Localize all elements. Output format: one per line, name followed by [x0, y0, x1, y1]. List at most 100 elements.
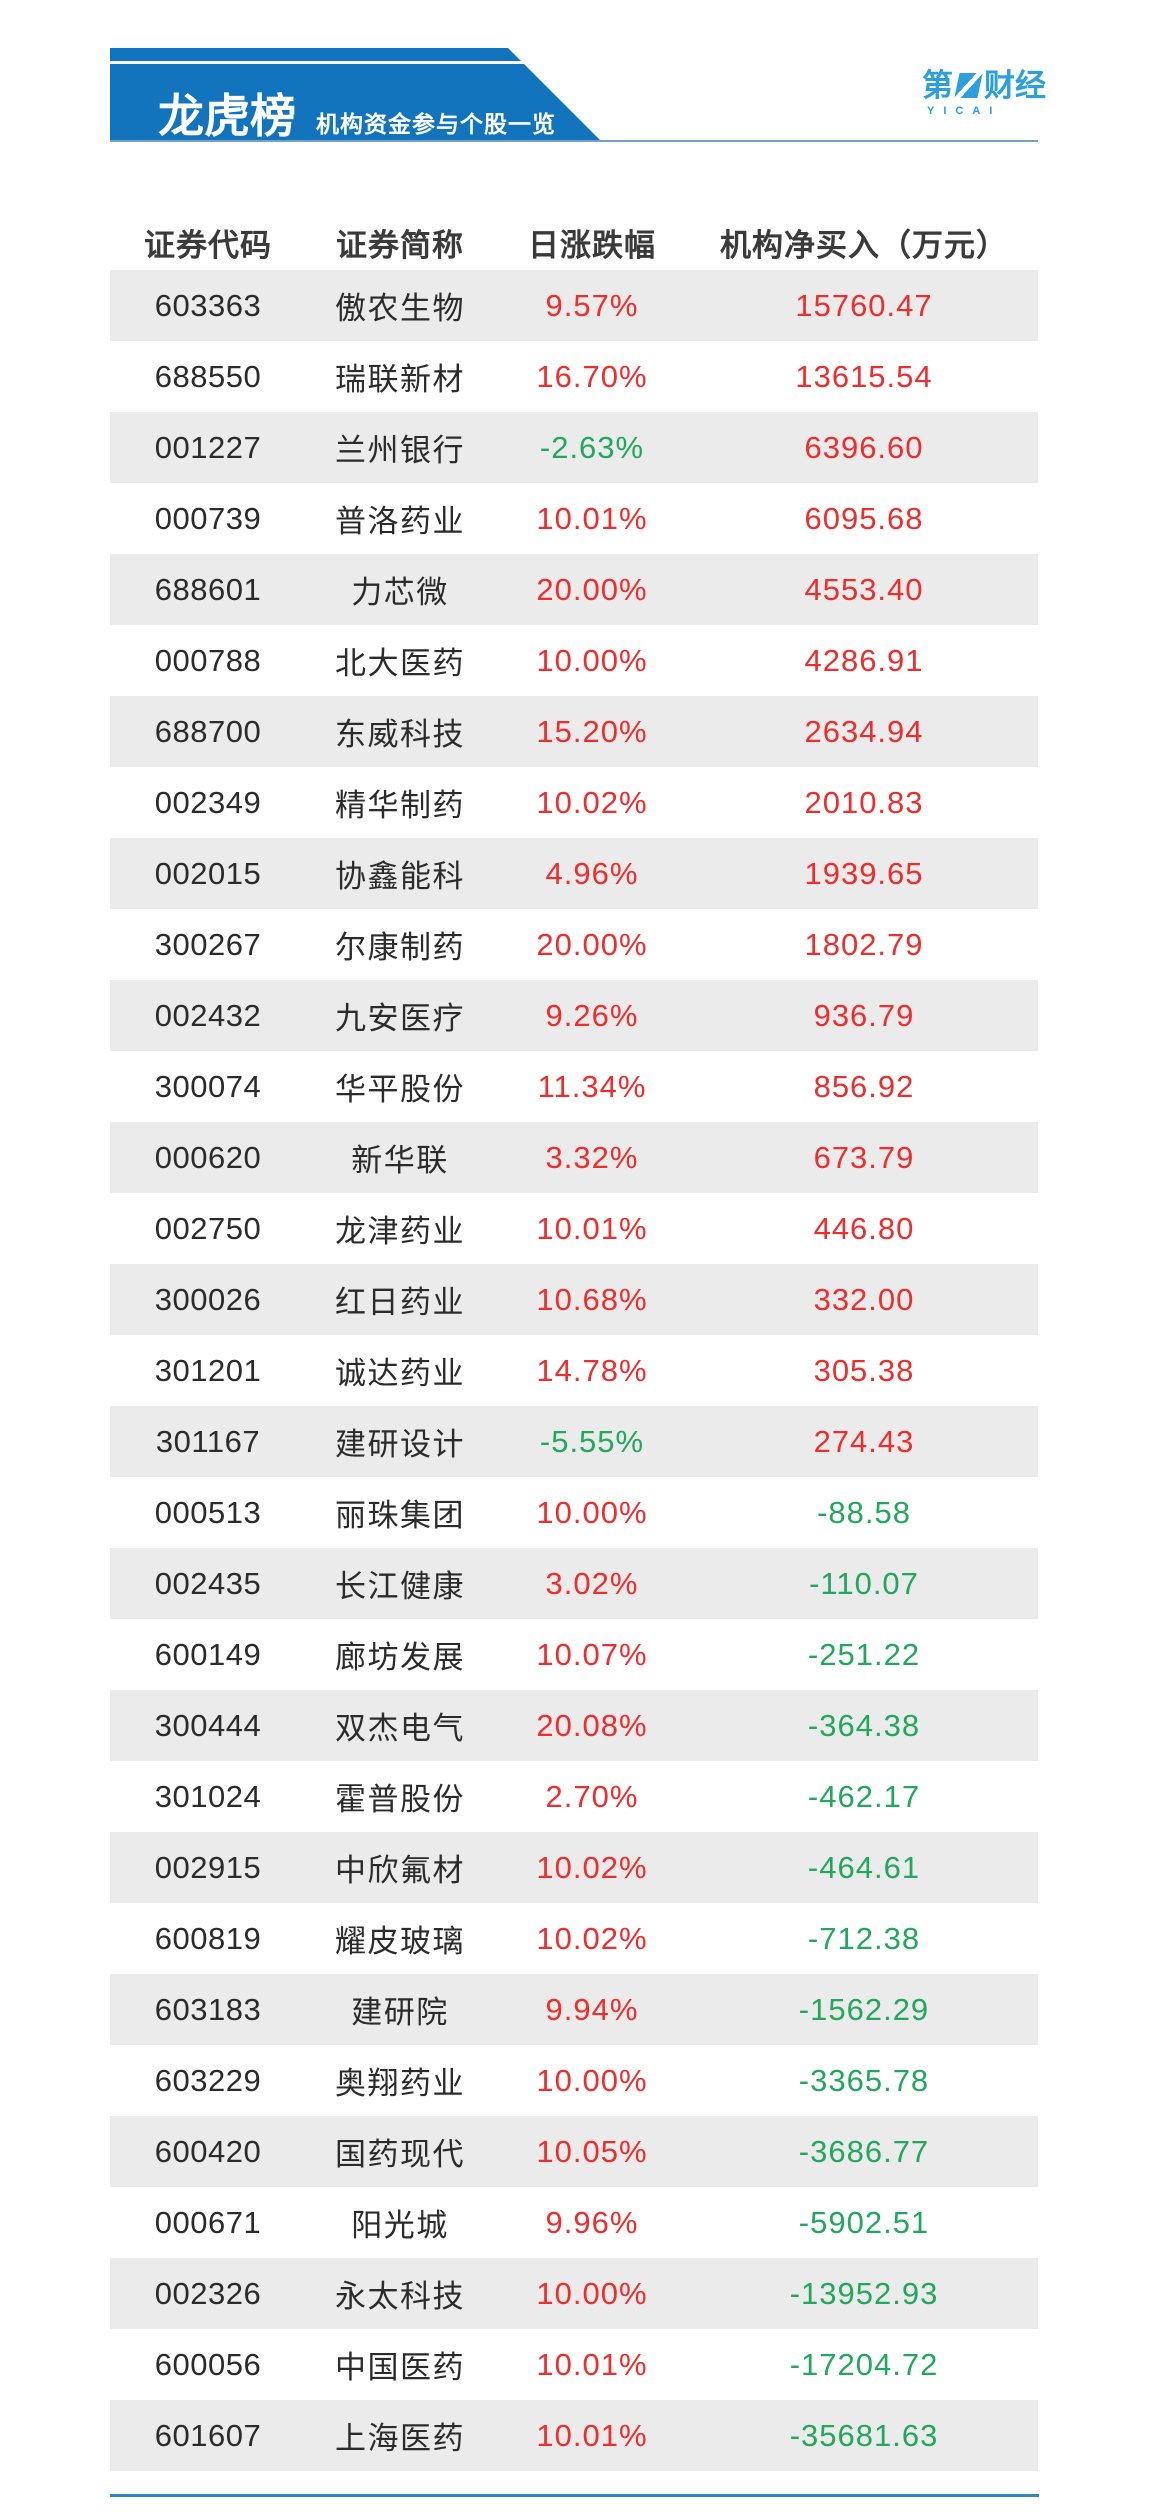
code-cell: 002326 — [154, 2275, 262, 2311]
table-row: 603183 建研院 9.94% -1562.29 — [110, 1974, 1038, 2045]
change-cell: 10.01% — [536, 500, 648, 536]
name-cell: 协鑫能科 — [335, 859, 465, 894]
code-cell: 600819 — [154, 1920, 262, 1956]
netbuy-cell: 332.00 — [813, 1281, 915, 1317]
code-cell: 301024 — [154, 1778, 262, 1814]
change-cell: -5.55% — [539, 1423, 645, 1459]
netbuy-cell: 673.79 — [813, 1139, 915, 1175]
netbuy-cell: 4553.40 — [804, 571, 924, 607]
netbuy-cell: 1802.79 — [804, 926, 924, 962]
code-cell: 000739 — [154, 500, 262, 536]
name-cell: 中国医药 — [335, 2350, 465, 2385]
column-header-name: 证券简称 — [336, 227, 464, 263]
netbuy-cell: 1939.65 — [804, 855, 924, 891]
change-cell: 3.02% — [545, 1565, 639, 1601]
code-cell: 688700 — [154, 713, 262, 749]
banner-stripe — [110, 61, 602, 64]
code-cell: 000513 — [154, 1494, 262, 1530]
netbuy-cell: -364.38 — [807, 1707, 921, 1743]
code-cell: 000788 — [154, 642, 262, 678]
name-cell: 长江健康 — [335, 1569, 465, 1604]
netbuy-cell: -3686.77 — [798, 2133, 930, 2169]
netbuy-cell: -462.17 — [807, 1778, 921, 1814]
change-cell: 9.57% — [545, 287, 639, 323]
code-cell: 002432 — [154, 997, 262, 1033]
banner-subtitle: 机构资金参与个股一览 — [316, 111, 556, 137]
table-row: 600056 中国医药 10.01% -17204.72 — [110, 2329, 1038, 2400]
change-cell: 10.02% — [536, 784, 648, 820]
code-cell: 300444 — [154, 1707, 262, 1743]
name-cell: 国药现代 — [335, 2137, 465, 2172]
netbuy-cell: -464.61 — [807, 1849, 921, 1885]
code-cell: 600420 — [154, 2133, 262, 2169]
code-cell: 301167 — [155, 1423, 261, 1459]
change-cell: 14.78% — [536, 1352, 648, 1388]
change-cell: 9.96% — [545, 2204, 639, 2240]
table-row: 002750 龙津药业 10.01% 446.80 — [110, 1193, 1038, 1264]
netbuy-cell: 6396.60 — [804, 429, 924, 465]
netbuy-cell: -13952.93 — [789, 2275, 939, 2311]
column-header-change: 日涨跌幅 — [528, 227, 656, 263]
netbuy-cell: -712.38 — [807, 1920, 921, 1956]
change-cell: 20.00% — [536, 926, 648, 962]
name-cell: 中欣氟材 — [335, 1853, 465, 1888]
code-cell: 603229 — [154, 2062, 262, 2098]
table-row: 000788 北大医药 10.00% 4286.91 — [110, 625, 1038, 696]
logo-one-icon — [954, 73, 983, 98]
netbuy-cell: 2010.83 — [804, 784, 924, 820]
logo-chars-rest: 财经 — [984, 68, 1046, 103]
code-cell: 000671 — [154, 2204, 262, 2240]
bottom-rule — [110, 2494, 1039, 2497]
table-row: 603363 傲农生物 9.57% 15760.47 — [110, 270, 1038, 341]
name-cell: 上海医药 — [335, 2421, 465, 2456]
change-cell: 10.00% — [536, 1494, 648, 1530]
code-cell: 000620 — [154, 1139, 262, 1175]
table-row: 002432 九安医疗 9.26% 936.79 — [110, 980, 1038, 1051]
netbuy-cell: 446.80 — [813, 1210, 915, 1246]
name-cell: 新华联 — [351, 1143, 449, 1178]
name-cell: 尔康制药 — [335, 930, 465, 965]
name-cell: 兰州银行 — [335, 433, 465, 468]
netbuy-cell: 274.43 — [813, 1423, 915, 1459]
name-cell: 普洛药业 — [335, 504, 465, 539]
table-row: 002915 中欣氟材 10.02% -464.61 — [110, 1832, 1038, 1903]
netbuy-cell: -5902.51 — [798, 2204, 930, 2240]
name-cell: 阳光城 — [351, 2208, 449, 2243]
table-row: 000671 阳光城 9.96% -5902.51 — [110, 2187, 1038, 2258]
table-row: 002435 长江健康 3.02% -110.07 — [110, 1548, 1038, 1619]
change-cell: 15.20% — [536, 713, 648, 749]
code-cell: 001227 — [154, 429, 262, 465]
change-cell: 9.94% — [545, 1991, 639, 2027]
code-cell: 301201 — [154, 1352, 262, 1388]
column-header-code: 证券代码 — [144, 227, 272, 263]
code-cell: 603183 — [154, 1991, 262, 2027]
title-banner: 龙虎榜 机构资金参与个股一览 — [110, 48, 602, 142]
code-cell: 300267 — [154, 926, 262, 962]
logo-char-first: 第 — [922, 68, 953, 103]
name-cell: 瑞联新材 — [335, 362, 465, 397]
netbuy-cell: 2634.94 — [804, 713, 924, 749]
yicai-logo-subtext: YICAI — [927, 105, 1002, 117]
table-row: 000620 新华联 3.32% 673.79 — [110, 1122, 1038, 1193]
netbuy-cell: 4286.91 — [804, 642, 924, 678]
table-row: 001227 兰州银行 -2.63% 6396.60 — [110, 412, 1038, 483]
netbuy-cell: -17204.72 — [789, 2346, 939, 2382]
table-row: 301201 诚达药业 14.78% 305.38 — [110, 1335, 1038, 1406]
code-cell: 600056 — [154, 2346, 262, 2382]
table-row: 688550 瑞联新材 16.70% 13615.54 — [110, 341, 1038, 412]
netbuy-cell: -251.22 — [807, 1636, 921, 1672]
name-cell: 耀皮玻璃 — [335, 1924, 465, 1959]
change-cell: 2.70% — [545, 1778, 639, 1814]
name-cell: 建研院 — [351, 1995, 449, 2030]
table-row: 601607 上海医药 10.01% -35681.63 — [110, 2400, 1038, 2471]
table-row: 000739 普洛药业 10.01% 6095.68 — [110, 483, 1038, 554]
code-cell: 002915 — [154, 1849, 262, 1885]
table-row: 300026 红日药业 10.68% 332.00 — [110, 1264, 1038, 1335]
table-row: 600420 国药现代 10.05% -3686.77 — [110, 2116, 1038, 2187]
name-cell: 红日药业 — [335, 1285, 465, 1320]
table-row: 600149 廊坊发展 10.07% -251.22 — [110, 1619, 1038, 1690]
name-cell: 廊坊发展 — [335, 1640, 465, 1675]
name-cell: 华平股份 — [335, 1072, 465, 1107]
netbuy-cell: 936.79 — [813, 997, 915, 1033]
